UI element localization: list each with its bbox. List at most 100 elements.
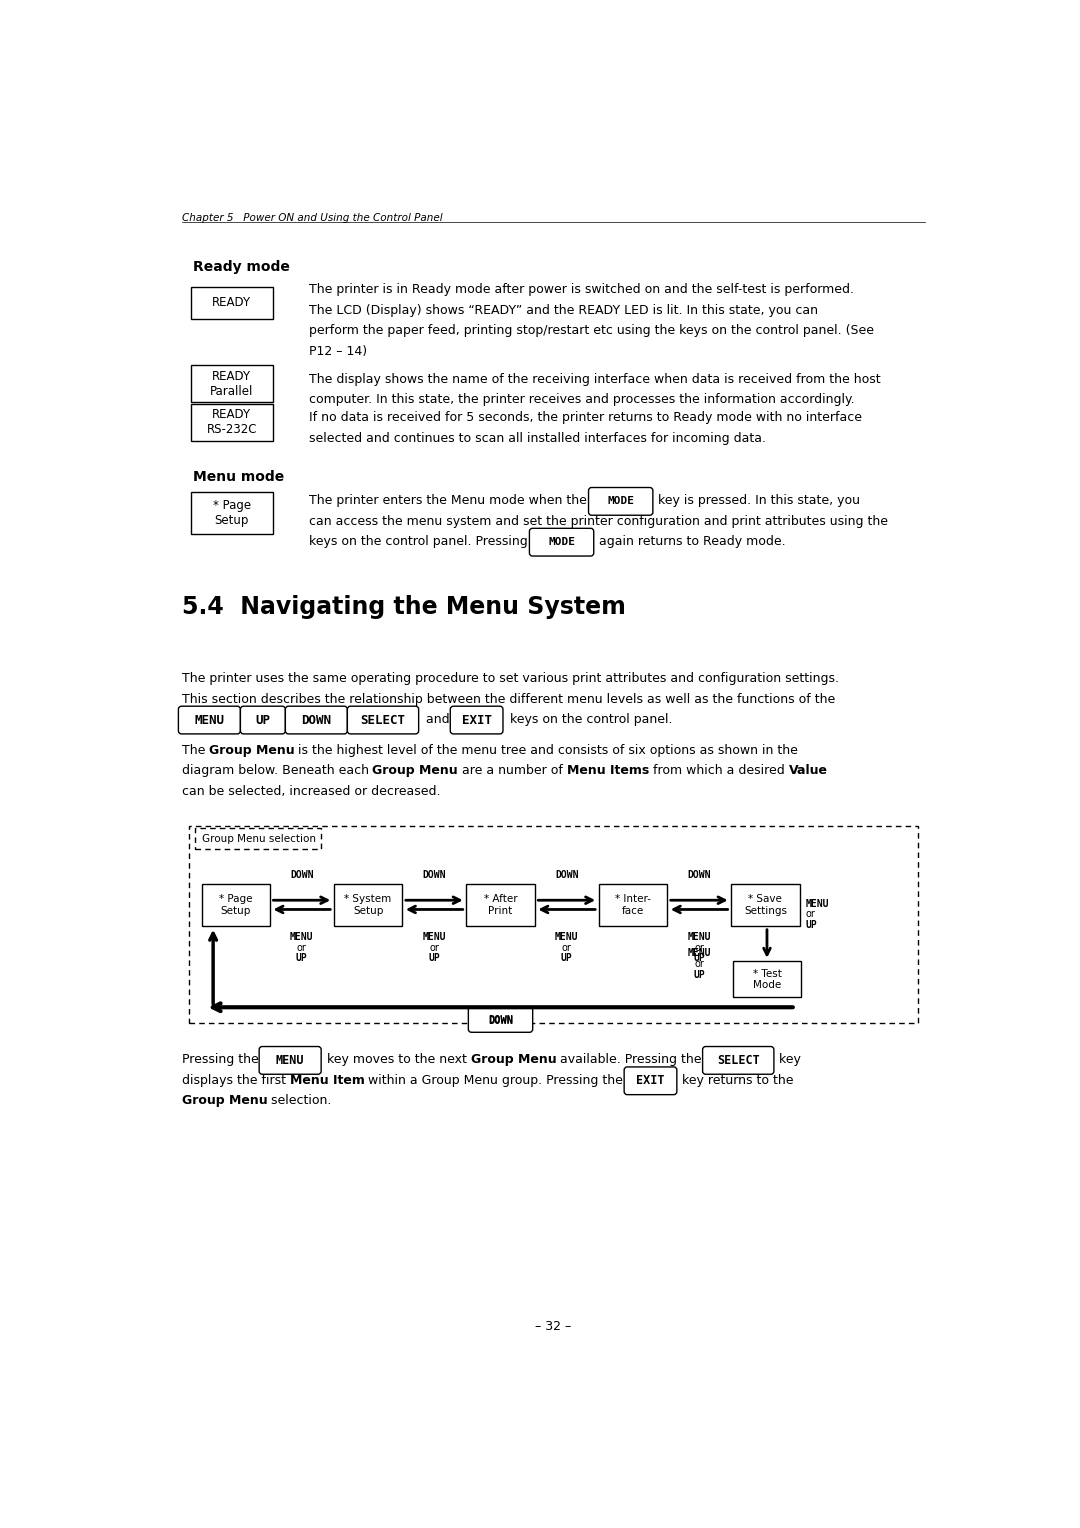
Text: This section describes the relationship between the different menu levels as wel: This section describes the relationship … bbox=[181, 692, 835, 706]
Text: diagram below. Beneath each: diagram below. Beneath each bbox=[181, 764, 373, 778]
Text: Group Menu: Group Menu bbox=[373, 764, 458, 778]
Text: DOWN: DOWN bbox=[291, 869, 313, 880]
Text: perform the paper feed, printing stop/restart etc using the keys on the control : perform the paper feed, printing stop/re… bbox=[309, 324, 875, 338]
Text: * After
Print: * After Print bbox=[484, 894, 517, 915]
Text: The LCD (Display) shows “READY” and the READY LED is lit. In this state, you can: The LCD (Display) shows “READY” and the … bbox=[309, 304, 819, 316]
Text: can access the menu system and set the printer configuration and print attribute: can access the menu system and set the p… bbox=[309, 515, 889, 527]
FancyBboxPatch shape bbox=[703, 1047, 774, 1074]
Text: can be selected, increased or decreased.: can be selected, increased or decreased. bbox=[181, 784, 440, 798]
Text: available. Pressing the: available. Pressing the bbox=[556, 1053, 705, 1067]
Text: UP: UP bbox=[296, 953, 308, 963]
Text: * Inter-
face: * Inter- face bbox=[615, 894, 651, 915]
Text: Group Menu selection: Group Menu selection bbox=[202, 834, 315, 843]
Text: DOWN: DOWN bbox=[488, 1016, 513, 1027]
Text: – 32 –: – 32 – bbox=[536, 1320, 571, 1332]
Text: MENU: MENU bbox=[275, 1054, 305, 1067]
Text: Group Menu: Group Menu bbox=[208, 744, 295, 756]
Text: key: key bbox=[775, 1053, 801, 1067]
Text: MENU: MENU bbox=[194, 714, 225, 726]
Text: The: The bbox=[181, 744, 208, 756]
Text: The printer enters the Menu mode when the: The printer enters the Menu mode when th… bbox=[309, 495, 591, 507]
FancyBboxPatch shape bbox=[285, 706, 348, 733]
Text: EXIT: EXIT bbox=[461, 714, 491, 726]
Bar bbox=[202, 883, 270, 926]
Text: within a Group Menu group. Pressing the: within a Group Menu group. Pressing the bbox=[364, 1074, 627, 1086]
Text: MENU: MENU bbox=[806, 898, 829, 909]
Text: SELECT: SELECT bbox=[361, 714, 405, 726]
Text: selection.: selection. bbox=[267, 1094, 332, 1108]
Text: READY
Parallel: READY Parallel bbox=[211, 370, 254, 397]
Text: is the highest level of the menu tree and consists of six options as shown in th: is the highest level of the menu tree an… bbox=[295, 744, 798, 756]
Bar bbox=[731, 883, 799, 926]
Text: DOWN: DOWN bbox=[688, 869, 711, 880]
Text: * Page
Setup: * Page Setup bbox=[219, 894, 253, 915]
Text: Menu mode: Menu mode bbox=[193, 469, 284, 484]
FancyBboxPatch shape bbox=[450, 706, 503, 733]
Text: and: and bbox=[422, 714, 454, 726]
FancyBboxPatch shape bbox=[259, 1047, 321, 1074]
FancyBboxPatch shape bbox=[529, 529, 594, 556]
Text: MODE: MODE bbox=[548, 538, 575, 547]
Text: DOWN: DOWN bbox=[422, 869, 446, 880]
Text: key returns to the: key returns to the bbox=[678, 1074, 794, 1086]
Text: again returns to Ready mode.: again returns to Ready mode. bbox=[594, 535, 785, 549]
Text: or: or bbox=[694, 960, 704, 969]
Text: from which a desired: from which a desired bbox=[649, 764, 789, 778]
Text: Group Menu: Group Menu bbox=[471, 1053, 556, 1067]
Text: MENU: MENU bbox=[688, 947, 711, 958]
FancyBboxPatch shape bbox=[469, 1007, 532, 1033]
Bar bbox=[191, 365, 272, 402]
Text: DOWN: DOWN bbox=[301, 714, 332, 726]
Text: UP: UP bbox=[693, 970, 705, 979]
Text: selected and continues to scan all installed interfaces for incoming data.: selected and continues to scan all insta… bbox=[309, 432, 767, 445]
Text: Group Menu: Group Menu bbox=[181, 1094, 267, 1108]
Text: * Page
Setup: * Page Setup bbox=[213, 500, 251, 527]
Text: * Save
Settings: * Save Settings bbox=[744, 894, 787, 915]
Text: Value: Value bbox=[789, 764, 828, 778]
Text: Pressing the: Pressing the bbox=[181, 1053, 262, 1067]
Text: READY: READY bbox=[213, 296, 252, 309]
Text: MENU: MENU bbox=[688, 932, 711, 943]
FancyBboxPatch shape bbox=[624, 1067, 677, 1094]
Text: READY
RS-232C: READY RS-232C bbox=[206, 408, 257, 435]
Bar bbox=[733, 961, 801, 998]
Text: keys on the control panel. Pressing: keys on the control panel. Pressing bbox=[309, 535, 532, 549]
Bar bbox=[191, 492, 272, 535]
Text: UP: UP bbox=[255, 714, 270, 726]
Text: or: or bbox=[562, 943, 571, 953]
FancyBboxPatch shape bbox=[178, 706, 241, 733]
Bar bbox=[191, 287, 272, 319]
Text: The printer is in Ready mode after power is switched on and the self-test is per: The printer is in Ready mode after power… bbox=[309, 284, 854, 296]
Text: keys on the control panel.: keys on the control panel. bbox=[507, 714, 673, 726]
Text: key moves to the next: key moves to the next bbox=[323, 1053, 471, 1067]
Bar bbox=[467, 883, 535, 926]
Text: MENU: MENU bbox=[555, 932, 579, 943]
Text: computer. In this state, the printer receives and processes the information acco: computer. In this state, the printer rec… bbox=[309, 393, 855, 406]
Text: The display shows the name of the receiving interface when data is received from: The display shows the name of the receiv… bbox=[309, 373, 881, 385]
Text: MODE: MODE bbox=[607, 497, 634, 506]
Text: P12 – 14): P12 – 14) bbox=[309, 345, 367, 358]
FancyBboxPatch shape bbox=[348, 706, 419, 733]
Text: or: or bbox=[297, 943, 307, 953]
Text: or: or bbox=[806, 909, 815, 920]
Text: The printer uses the same operating procedure to set various print attributes an: The printer uses the same operating proc… bbox=[181, 672, 838, 686]
Text: UP: UP bbox=[561, 953, 572, 963]
Text: Menu Items: Menu Items bbox=[567, 764, 649, 778]
Text: EXIT: EXIT bbox=[636, 1074, 665, 1088]
Text: DOWN: DOWN bbox=[488, 1015, 513, 1025]
Bar bbox=[334, 883, 402, 926]
Text: If no data is received for 5 seconds, the printer returns to Ready mode with no : If no data is received for 5 seconds, th… bbox=[309, 411, 862, 425]
Bar bbox=[599, 883, 667, 926]
Text: Ready mode: Ready mode bbox=[193, 260, 291, 275]
Text: Menu Item: Menu Item bbox=[289, 1074, 364, 1086]
Text: DOWN: DOWN bbox=[555, 869, 579, 880]
FancyBboxPatch shape bbox=[241, 706, 285, 733]
Text: MENU: MENU bbox=[291, 932, 313, 943]
Text: 5.4  Navigating the Menu System: 5.4 Navigating the Menu System bbox=[181, 596, 625, 619]
Bar bbox=[191, 403, 272, 440]
FancyBboxPatch shape bbox=[589, 487, 653, 515]
Text: MENU: MENU bbox=[422, 932, 446, 943]
Text: UP: UP bbox=[806, 920, 818, 931]
Text: displays the first: displays the first bbox=[181, 1074, 289, 1086]
Text: UP: UP bbox=[429, 953, 441, 963]
